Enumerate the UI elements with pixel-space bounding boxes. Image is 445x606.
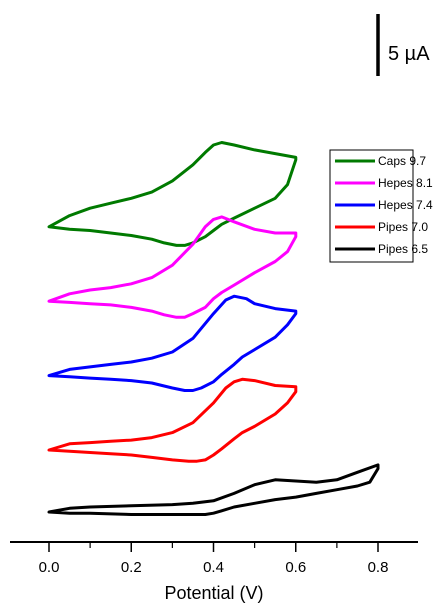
scale-bar-label: 5 µA <box>388 43 430 65</box>
x-axis-title: Potential (V) <box>164 583 263 603</box>
legend-label: Pipes 7.0 <box>378 220 428 234</box>
series-line-hepes-8-1 <box>47 215 298 319</box>
x-tick-label: 0.4 <box>203 559 224 576</box>
voltammogram-curves <box>47 141 380 516</box>
legend-label: Caps 9.7 <box>378 154 426 168</box>
legend-label: Pipes 6.5 <box>378 242 428 256</box>
series-line-pipes-7-0 <box>47 377 298 463</box>
legend: Caps 9.7 Hepes 8.1 Hepes 7.4 Pipes 7.0 Pipes… <box>329 149 433 263</box>
legend-label: Hepes 8.1 <box>378 176 433 190</box>
x-tick-label: 0.0 <box>39 559 60 576</box>
legend-items: Caps 9.7 Hepes 8.1 Hepes 7.4 Pipes 7.0 Pipes… <box>335 154 433 256</box>
x-tick-label: 0.2 <box>121 559 142 576</box>
series-line-caps-9-7 <box>47 141 298 247</box>
x-tick-label: 0.8 <box>368 559 389 576</box>
legend-label: Hepes 7.4 <box>378 198 433 212</box>
series-line-pipes-6-5 <box>47 463 380 516</box>
x-axis-ticks: 0.0 0.2 0.4 0.6 0.8 <box>39 542 389 576</box>
series-line-hepes-7-4 <box>47 294 298 392</box>
x-tick-label: 0.6 <box>285 559 306 576</box>
